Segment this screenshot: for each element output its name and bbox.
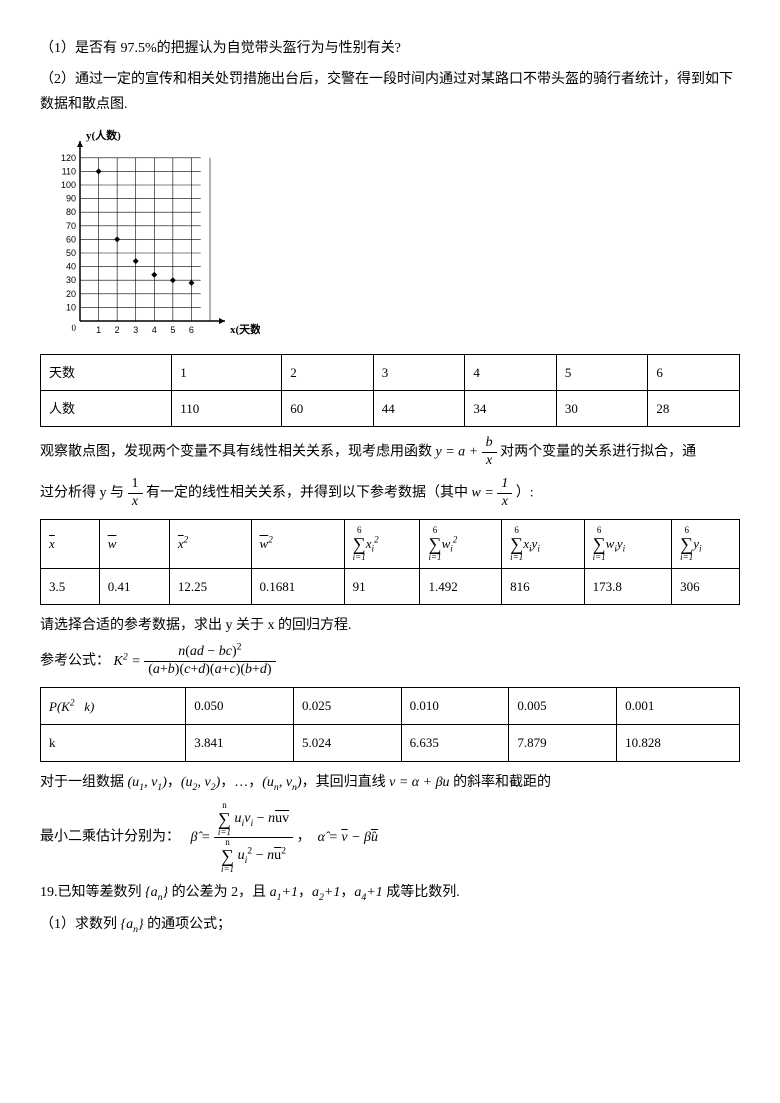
svg-text:3: 3 <box>133 325 138 335</box>
regression-text: 对于一组数据 (u1, v1)，(u2, v2)，…，(un, vn)，其回归直… <box>40 770 740 795</box>
svg-text:10: 10 <box>66 302 76 312</box>
scatter-chart: 1020304050607080901001101201234560y(人数)x… <box>40 126 260 346</box>
t3-r2-c5: 10.828 <box>617 725 740 761</box>
question-19-1: （1）求数列 {an} 的通项公式； <box>40 912 740 937</box>
t1-r2-label: 人数 <box>41 390 172 426</box>
select-text: 请选择合适的参考数据，求出 y 关于 x 的回归方程. <box>40 613 740 638</box>
t3-r2-c4: 7.879 <box>509 725 617 761</box>
t1-r1-c4: 4 <box>465 354 557 390</box>
t3-r2-c2: 5.024 <box>293 725 401 761</box>
svg-text:20: 20 <box>66 288 76 298</box>
svg-text:50: 50 <box>66 248 76 258</box>
t1-r1-c2: 2 <box>282 354 374 390</box>
svg-text:6: 6 <box>189 325 194 335</box>
svg-text:40: 40 <box>66 261 76 271</box>
svg-text:x(天数): x(天数) <box>230 322 260 336</box>
t2-h9: 6∑i=1 yi <box>672 519 740 568</box>
t2-v2: 0.41 <box>99 568 169 604</box>
t1-r1-c1: 1 <box>172 354 282 390</box>
t3-r1-c2: 0.025 <box>293 687 401 725</box>
t1-r1-c5: 5 <box>556 354 648 390</box>
lsq-formula: 最小二乘估计分别为： β̂ = n∑i=1 uivi − nuv n∑i=1 u… <box>40 801 740 874</box>
svg-text:5: 5 <box>170 325 175 335</box>
t1-r2-c6: 28 <box>648 390 740 426</box>
t3-r1-c4: 0.005 <box>509 687 617 725</box>
t2-v1: 3.5 <box>41 568 100 604</box>
svg-text:30: 30 <box>66 275 76 285</box>
data-table-1: 天数 1 2 3 4 5 6 人数 110 60 44 34 30 28 <box>40 354 740 428</box>
t1-r2-c5: 30 <box>556 390 648 426</box>
svg-text:y(人数): y(人数) <box>86 128 121 142</box>
t1-r2-c4: 34 <box>465 390 557 426</box>
t1-r2-c1: 110 <box>172 390 282 426</box>
t3-r2-c3: 6.635 <box>401 725 509 761</box>
t1-r2-c2: 60 <box>282 390 374 426</box>
t2-h4: w2 <box>251 519 344 568</box>
svg-text:70: 70 <box>66 220 76 230</box>
svg-text:110: 110 <box>62 166 76 176</box>
t2-h1: x <box>41 519 100 568</box>
t2-h6: 6∑i=1 wi2 <box>420 519 502 568</box>
t2-v4: 0.1681 <box>251 568 344 604</box>
t3-r2-label: k <box>41 725 186 761</box>
t2-v5: 91 <box>344 568 420 604</box>
svg-text:2: 2 <box>115 325 120 335</box>
t2-h5: 6∑i=1 xi2 <box>344 519 420 568</box>
t2-v3: 12.25 <box>169 568 251 604</box>
t2-v7: 816 <box>502 568 584 604</box>
t1-r1-label: 天数 <box>41 354 172 390</box>
observation-text: 观察散点图，发现两个变量不具有线性相关关系，现考虑用函数 y = a + bx … <box>40 435 740 470</box>
t2-v6: 1.492 <box>420 568 502 604</box>
svg-text:80: 80 <box>66 207 76 217</box>
data-table-3: P(K2 k) 0.050 0.025 0.010 0.005 0.001 k … <box>40 687 740 762</box>
t2-v9: 306 <box>672 568 740 604</box>
t1-r2-c3: 44 <box>373 390 465 426</box>
svg-text:0: 0 <box>72 323 77 333</box>
t1-r1-c6: 6 <box>648 354 740 390</box>
t2-h7: 6∑i=1 xiyi <box>502 519 584 568</box>
svg-text:90: 90 <box>66 193 76 203</box>
t2-h3: x2 <box>169 519 251 568</box>
svg-text:1: 1 <box>96 325 101 335</box>
question-1: （1）是否有 97.5%的把握认为自觉带头盔行为与性别有关? <box>40 36 740 61</box>
t2-h8: 6∑i=1 wiyi <box>584 519 672 568</box>
t2-v8: 173.8 <box>584 568 672 604</box>
question-2: （2）通过一定的宣传和相关处罚措施出台后，交警在一段时间内通过对某路口不带头盔的… <box>40 67 740 117</box>
t3-r1-c1: 0.050 <box>186 687 294 725</box>
k2-formula: 参考公式： K2 = n(ad − bc)2 (a+b)(c+d)(a+c)(b… <box>40 644 740 679</box>
svg-text:4: 4 <box>152 325 157 335</box>
t3-r1-label: P(K2 k) <box>41 687 186 725</box>
svg-text:60: 60 <box>66 234 76 244</box>
t2-h2: w <box>99 519 169 568</box>
observation-text-2: 过分析得 y 与 1x 有一定的线性相关关系，并得到以下参考数据（其中 w = … <box>40 476 740 511</box>
svg-text:100: 100 <box>61 180 76 190</box>
question-19: 19.已知等差数列 {an} 的公差为 2，且 a1+1，a2+1，a4+1 成… <box>40 880 740 905</box>
svg-text:120: 120 <box>61 152 76 162</box>
t1-r1-c3: 3 <box>373 354 465 390</box>
t3-r2-c1: 3.841 <box>186 725 294 761</box>
t3-r1-c3: 0.010 <box>401 687 509 725</box>
data-table-2: x w x2 w2 6∑i=1 xi2 6∑i=1 wi2 6∑i=1 xiyi… <box>40 519 740 605</box>
t3-r1-c5: 0.001 <box>617 687 740 725</box>
